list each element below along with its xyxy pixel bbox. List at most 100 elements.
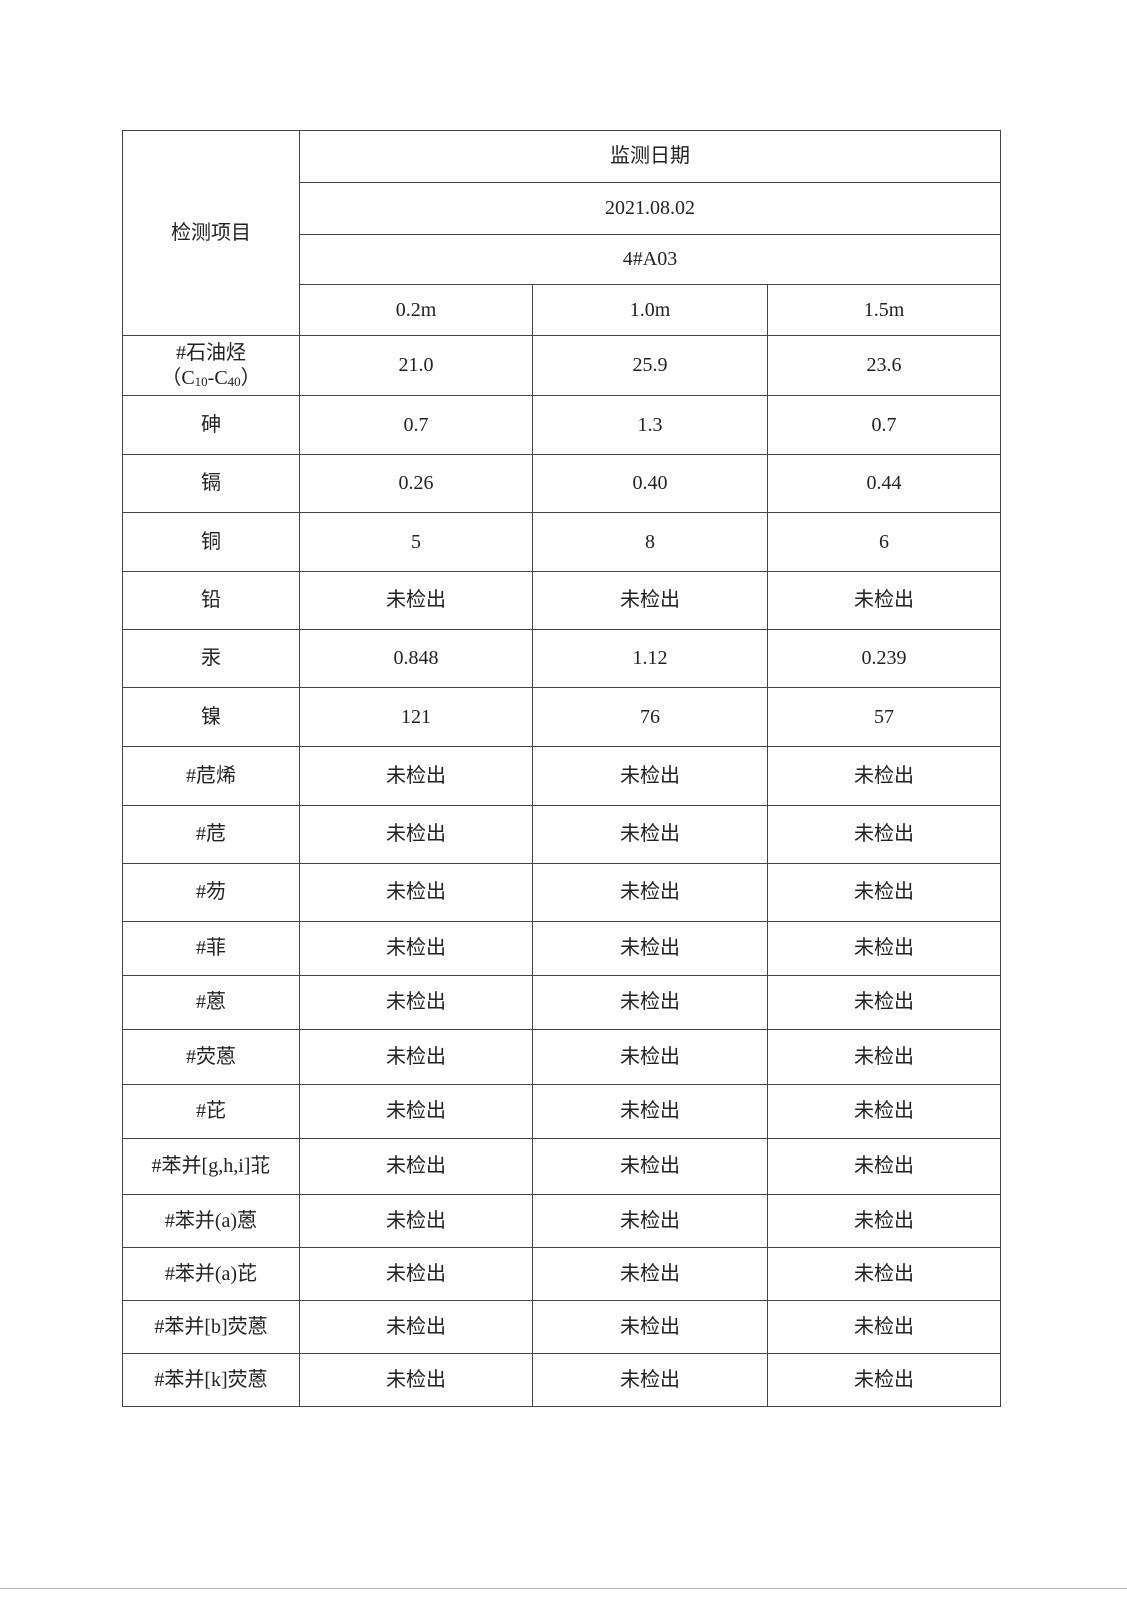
- value-cell: 76: [532, 687, 768, 747]
- table-row: 镉 0.26 0.40 0.44: [122, 454, 1001, 513]
- item-name-cell: 镍: [122, 687, 300, 747]
- value-cell: 未检出: [299, 805, 533, 864]
- item-name-cell: #苊烯: [122, 746, 300, 806]
- date-cell: 2021.08.02: [299, 182, 1001, 235]
- table-row: #苯并(a)蒽 未检出 未检出 未检出: [122, 1194, 1001, 1248]
- value-cell: 未检出: [767, 1029, 1001, 1085]
- value-cell: 未检出: [299, 571, 533, 630]
- value-cell: 未检出: [532, 921, 768, 976]
- value-cell: 未检出: [532, 1029, 768, 1085]
- site-cell: 4#A03: [299, 234, 1001, 285]
- depth-header: 1.5m: [767, 284, 1001, 336]
- value-cell: 未检出: [532, 1138, 768, 1195]
- table-row: 铅未检出 未检出 未检出: [122, 571, 1001, 630]
- value-cell: 0.40: [532, 454, 768, 513]
- value-cell: 未检出: [299, 1138, 533, 1195]
- table-row: #苯并[b]荧蒽 未检出 未检出 未检出: [122, 1300, 1001, 1354]
- item-name-cell: #蒽: [122, 975, 300, 1030]
- value-cell: 未检出: [532, 571, 768, 630]
- value-cell: 未检出: [532, 1194, 768, 1248]
- value-cell: 未检出: [299, 1353, 533, 1407]
- value-cell: 未检出: [299, 863, 533, 922]
- monitoring-results-table: 检测项目 监测日期 2021.08.02 4#A03 0.2m 1.0m 1.5…: [122, 130, 1001, 1407]
- value-cell: 未检出: [767, 1194, 1001, 1248]
- value-cell: 未检出: [767, 746, 1001, 806]
- value-cell: 未检出: [532, 805, 768, 864]
- value-cell: 未检出: [767, 1247, 1001, 1301]
- table-row: #菲 未检出 未检出 未检出: [122, 921, 1001, 976]
- item-name-cell: #苊: [122, 805, 300, 864]
- value-cell: 57: [767, 687, 1001, 747]
- value-cell: 未检出: [532, 746, 768, 806]
- item-name-cell: #芴: [122, 863, 300, 922]
- scan-edge-line: [0, 1588, 1127, 1589]
- value-cell: 未检出: [299, 1084, 533, 1139]
- value-cell: 未检出: [299, 1194, 533, 1248]
- group-header-cell: 监测日期: [299, 130, 1001, 183]
- item-name-cell: #荧蒽: [122, 1029, 300, 1085]
- table-row: 镍 121 76 57: [122, 687, 1001, 747]
- value-cell: 未检出: [767, 1084, 1001, 1139]
- value-cell: 未检出: [532, 1353, 768, 1407]
- value-cell: 0.848: [299, 629, 533, 688]
- table-row: 汞 0.848 1.12 0.239: [122, 629, 1001, 688]
- item-name-cell: 铜: [122, 512, 300, 572]
- depth-header: 1.0m: [532, 284, 768, 336]
- value-cell: 0.7: [299, 395, 533, 455]
- item-name-cell: #苯并(a)蒽: [122, 1194, 300, 1248]
- value-cell: 未检出: [532, 975, 768, 1030]
- table-row: #蒽 未检出 未检出 未检出: [122, 975, 1001, 1030]
- value-cell: 未检出: [767, 1138, 1001, 1195]
- value-cell: 23.6: [767, 335, 1001, 396]
- table-row: #苊烯 未检出 未检出 未检出: [122, 746, 1001, 806]
- table-row: #石油烃 （C10-C40） 21.0 25.9 23.6: [122, 335, 1001, 396]
- table-row: #荧蒽 未检出 未检出 未检出: [122, 1029, 1001, 1085]
- value-cell: 未检出: [767, 921, 1001, 976]
- table-row: #苊 未检出 未检出 未检出: [122, 805, 1001, 864]
- value-cell: 6: [767, 512, 1001, 572]
- value-cell: 未检出: [767, 1353, 1001, 1407]
- value-cell: 未检出: [299, 1029, 533, 1085]
- value-cell: 1.3: [532, 395, 768, 455]
- value-cell: 未检出: [532, 1084, 768, 1139]
- table-row: #芴 未检出 未检出 未检出: [122, 863, 1001, 922]
- item-name-cell: #芘: [122, 1084, 300, 1139]
- value-cell: 未检出: [299, 1247, 533, 1301]
- table-row: #苯并[g,h,i]苝 未检出 未检出 未检出: [122, 1138, 1001, 1195]
- value-cell: 25.9: [532, 335, 768, 396]
- value-cell: 未检出: [299, 746, 533, 806]
- table-row: #苯并[k]荧蒽 未检出 未检出 未检出: [122, 1353, 1001, 1407]
- value-cell: 8: [532, 512, 768, 572]
- value-cell: 未检出: [767, 975, 1001, 1030]
- value-cell: 未检出: [767, 863, 1001, 922]
- value-cell: 0.26: [299, 454, 533, 513]
- value-cell: 未检出: [767, 805, 1001, 864]
- value-cell: 0.7: [767, 395, 1001, 455]
- item-name-cell: #苯并(a)芘: [122, 1247, 300, 1301]
- value-cell: 未检出: [299, 1300, 533, 1354]
- item-name-cell: #苯并[b]荧蒽: [122, 1300, 300, 1354]
- value-cell: 未检出: [767, 1300, 1001, 1354]
- value-cell: 121: [299, 687, 533, 747]
- table-row: 砷 0.7 1.3 0.7: [122, 395, 1001, 455]
- row-header-cell: 检测项目: [122, 130, 300, 336]
- item-name-cell: #石油烃 （C10-C40）: [122, 335, 300, 396]
- item-name-cell: 铅: [122, 571, 300, 630]
- value-cell: 1.12: [532, 629, 768, 688]
- depth-header: 0.2m: [299, 284, 533, 336]
- value-cell: 0.44: [767, 454, 1001, 513]
- value-cell: 5: [299, 512, 533, 572]
- item-formula: （C10-C40）: [161, 366, 261, 389]
- value-cell: 21.0: [299, 335, 533, 396]
- item-name-cell: 砷: [122, 395, 300, 455]
- item-name-cell: #苯并[g,h,i]苝: [122, 1138, 300, 1195]
- value-cell: 未检出: [532, 863, 768, 922]
- item-name: #石油烃: [176, 341, 246, 364]
- item-name-cell: #苯并[k]荧蒽: [122, 1353, 300, 1407]
- value-cell: 0.239: [767, 629, 1001, 688]
- value-cell: 未检出: [299, 975, 533, 1030]
- value-cell: 未检出: [532, 1247, 768, 1301]
- item-name-cell: 镉: [122, 454, 300, 513]
- value-cell: 未检出: [767, 571, 1001, 630]
